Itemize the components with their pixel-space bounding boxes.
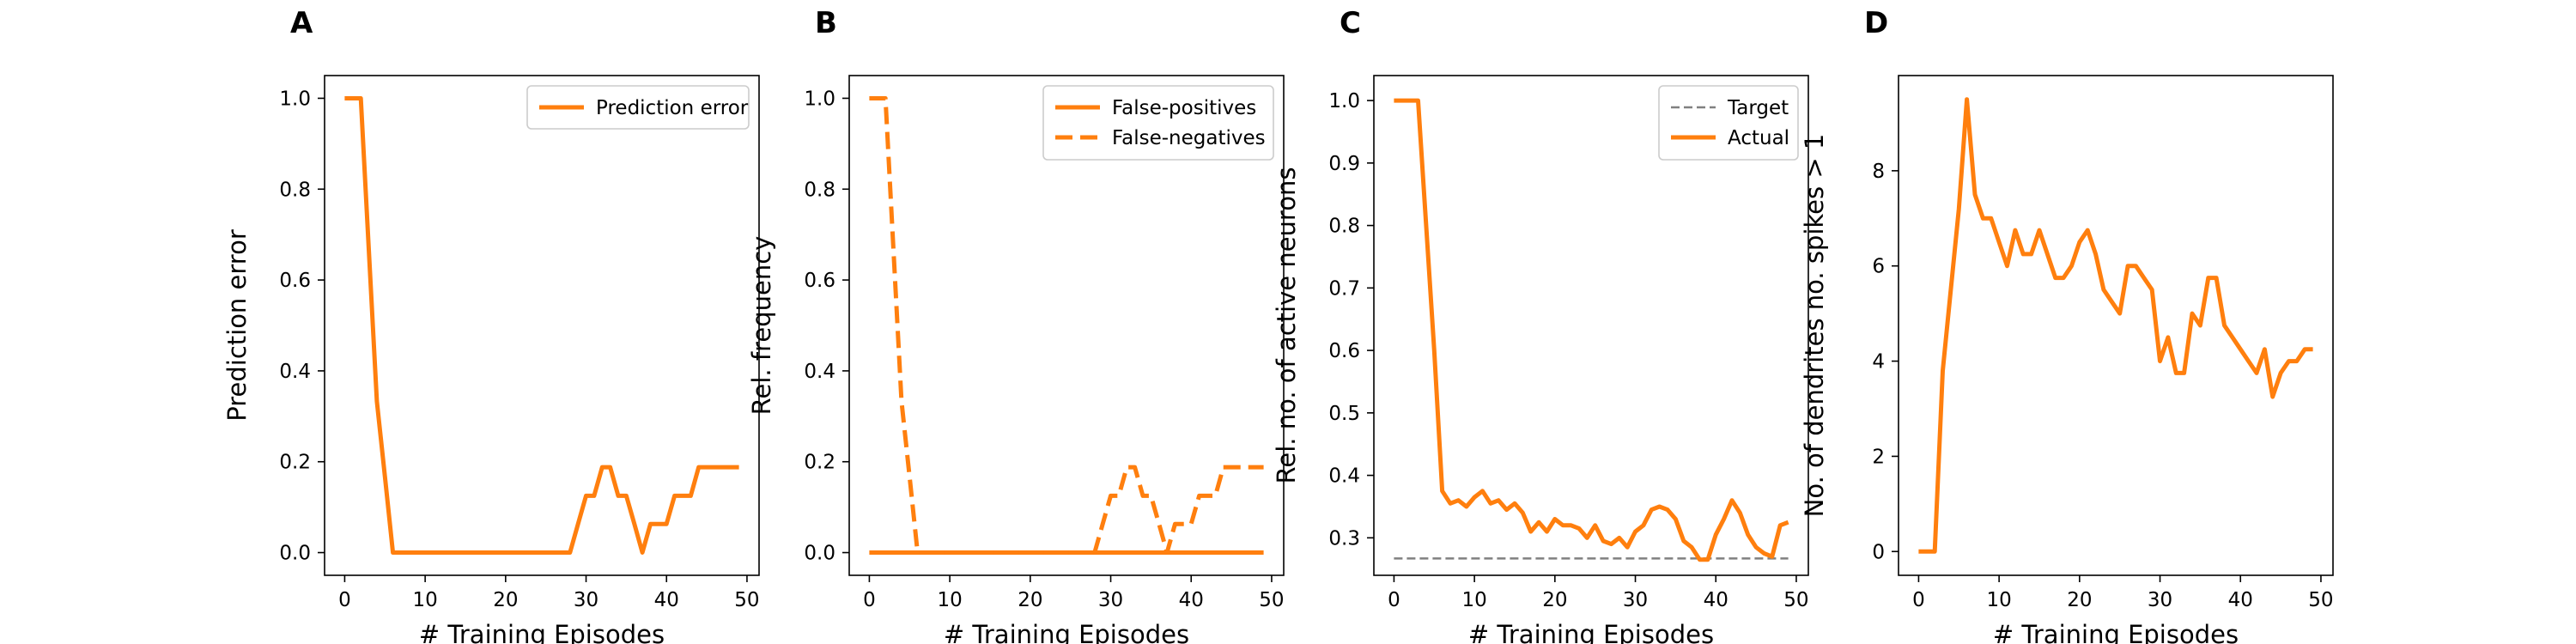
- y-tick-label: 0.2: [279, 452, 311, 474]
- y-tick-label: 6: [1872, 256, 1885, 278]
- y-tick-label: 0.8: [279, 179, 311, 201]
- x-tick-label: 0: [863, 589, 876, 611]
- y-tick-label: 0.3: [1328, 527, 1360, 550]
- y-tick-label: 0.5: [1328, 403, 1360, 425]
- plot-frame: [1373, 75, 1809, 576]
- legend-box: [1658, 85, 1799, 161]
- x-tick-label: 40: [2228, 589, 2253, 611]
- x-axis-label: # Training Episodes: [1993, 620, 2239, 644]
- series-line-false-negatives: [869, 96, 1264, 555]
- y-tick-label: 0.4: [279, 361, 311, 383]
- x-tick-label: 50: [2308, 589, 2333, 611]
- series-group: [1918, 97, 2313, 554]
- legend-entry: Actual: [1728, 127, 1789, 149]
- series-group: [869, 96, 1264, 555]
- legend: Target Actual: [1658, 85, 1799, 161]
- x-tick-label: 10: [412, 589, 437, 611]
- series-group: [1394, 98, 1789, 562]
- y-tick-label: 0: [1872, 541, 1885, 563]
- panel-label: D: [1864, 6, 1888, 40]
- y-tick-label: 8: [1872, 161, 1885, 183]
- y-tick-label: 4: [1872, 351, 1885, 374]
- x-axis-label: # Training Episodes: [1468, 620, 1714, 644]
- y-tick-label: 0.0: [279, 543, 311, 565]
- y-tick-label: 0.7: [1328, 277, 1360, 300]
- x-tick-label: 10: [1461, 589, 1486, 611]
- x-tick-label: 20: [1542, 589, 1567, 611]
- legend-entry: False-positives: [1112, 97, 1256, 119]
- panel-B: B 0 10 20 30 40 50 0.0 0.2 0.4 0.6 0.8 1.0 # Training…: [747, 6, 1285, 644]
- x-tick-label: 30: [1623, 589, 1648, 611]
- x-tick-label: 40: [1179, 589, 1204, 611]
- y-tick-label: 2: [1872, 446, 1885, 468]
- x-tick-label: 0: [1388, 589, 1400, 611]
- series-group: [344, 96, 739, 555]
- legend-entry: Target: [1727, 97, 1789, 119]
- x-tick-label: 40: [654, 589, 679, 611]
- legend-entry: False-negatives: [1112, 127, 1266, 149]
- x-tick-label: 50: [1259, 589, 1284, 611]
- legend-box: [1042, 85, 1274, 161]
- y-axis-label: Rel. no. of active neurons: [1272, 167, 1301, 484]
- y-tick-label: 0.4: [1328, 465, 1360, 488]
- legend: False-positives False-negatives: [1042, 85, 1274, 161]
- y-tick-label: 0.9: [1328, 153, 1360, 175]
- series-line-actual: [1394, 98, 1789, 562]
- panel-label: C: [1340, 6, 1361, 40]
- x-tick-label: 10: [1986, 589, 2011, 611]
- legend-entry: Prediction error: [596, 97, 749, 119]
- plot-frame: [1898, 75, 2334, 576]
- plot-frame: [324, 75, 760, 576]
- x-tick-label: 50: [1783, 589, 1808, 611]
- y-tick-label: 1.0: [804, 88, 835, 110]
- y-axis-label: Prediction error: [222, 229, 252, 422]
- x-tick-label: 20: [1018, 589, 1042, 611]
- legend: Prediction error: [526, 85, 750, 130]
- y-tick-label: 0.8: [1328, 216, 1360, 238]
- x-tick-label: 0: [1912, 589, 1925, 611]
- y-tick-label: 0.8: [804, 179, 835, 201]
- panel-A: A 0 10 20 30 40 50 0.0 0.2 0.4 0.6 0.8 1.0 # Training…: [222, 6, 760, 644]
- x-axis-label: # Training Episodes: [944, 620, 1189, 644]
- x-axis-label: # Training Episodes: [419, 620, 665, 644]
- x-tick-label: 30: [1098, 589, 1123, 611]
- x-tick-label: 10: [937, 589, 962, 611]
- y-tick-label: 0.6: [279, 270, 311, 292]
- x-tick-label: 40: [1704, 589, 1728, 611]
- y-tick-label: 0.6: [1328, 340, 1360, 362]
- x-tick-label: 30: [574, 589, 598, 611]
- y-tick-label: 0.4: [804, 361, 835, 383]
- plot-frame: [848, 75, 1285, 576]
- y-tick-label: 0.2: [804, 452, 835, 474]
- panel-label: A: [290, 6, 313, 40]
- series-line-actual: [1918, 97, 2313, 554]
- panel-D: D 0 10 20 30 40 50 0 2 4 6 8 # Training Episodes No. …: [1800, 6, 2334, 644]
- panel-label: B: [815, 6, 837, 40]
- x-tick-label: 30: [2148, 589, 2172, 611]
- x-tick-label: 20: [493, 589, 518, 611]
- x-tick-label: 50: [734, 589, 759, 611]
- y-tick-label: 1.0: [279, 88, 311, 110]
- y-axis-label: Rel. frequency: [747, 236, 776, 416]
- y-tick-label: 1.0: [1328, 90, 1360, 112]
- panel-C: C 0 10 20 30 40 50 0.3 0.4 0.5 0.6 0.7 0.8 0.9 1.0 # Tr…: [1272, 6, 1809, 644]
- y-tick-label: 0.0: [804, 543, 835, 565]
- y-tick-label: 0.6: [804, 270, 835, 292]
- x-tick-label: 0: [338, 589, 351, 611]
- y-axis-label: No. of dendrites no. spikes > 1: [1800, 134, 1829, 518]
- x-tick-label: 20: [2067, 589, 2092, 611]
- series-line-prediction-error: [344, 96, 739, 555]
- legend-box: [526, 85, 750, 130]
